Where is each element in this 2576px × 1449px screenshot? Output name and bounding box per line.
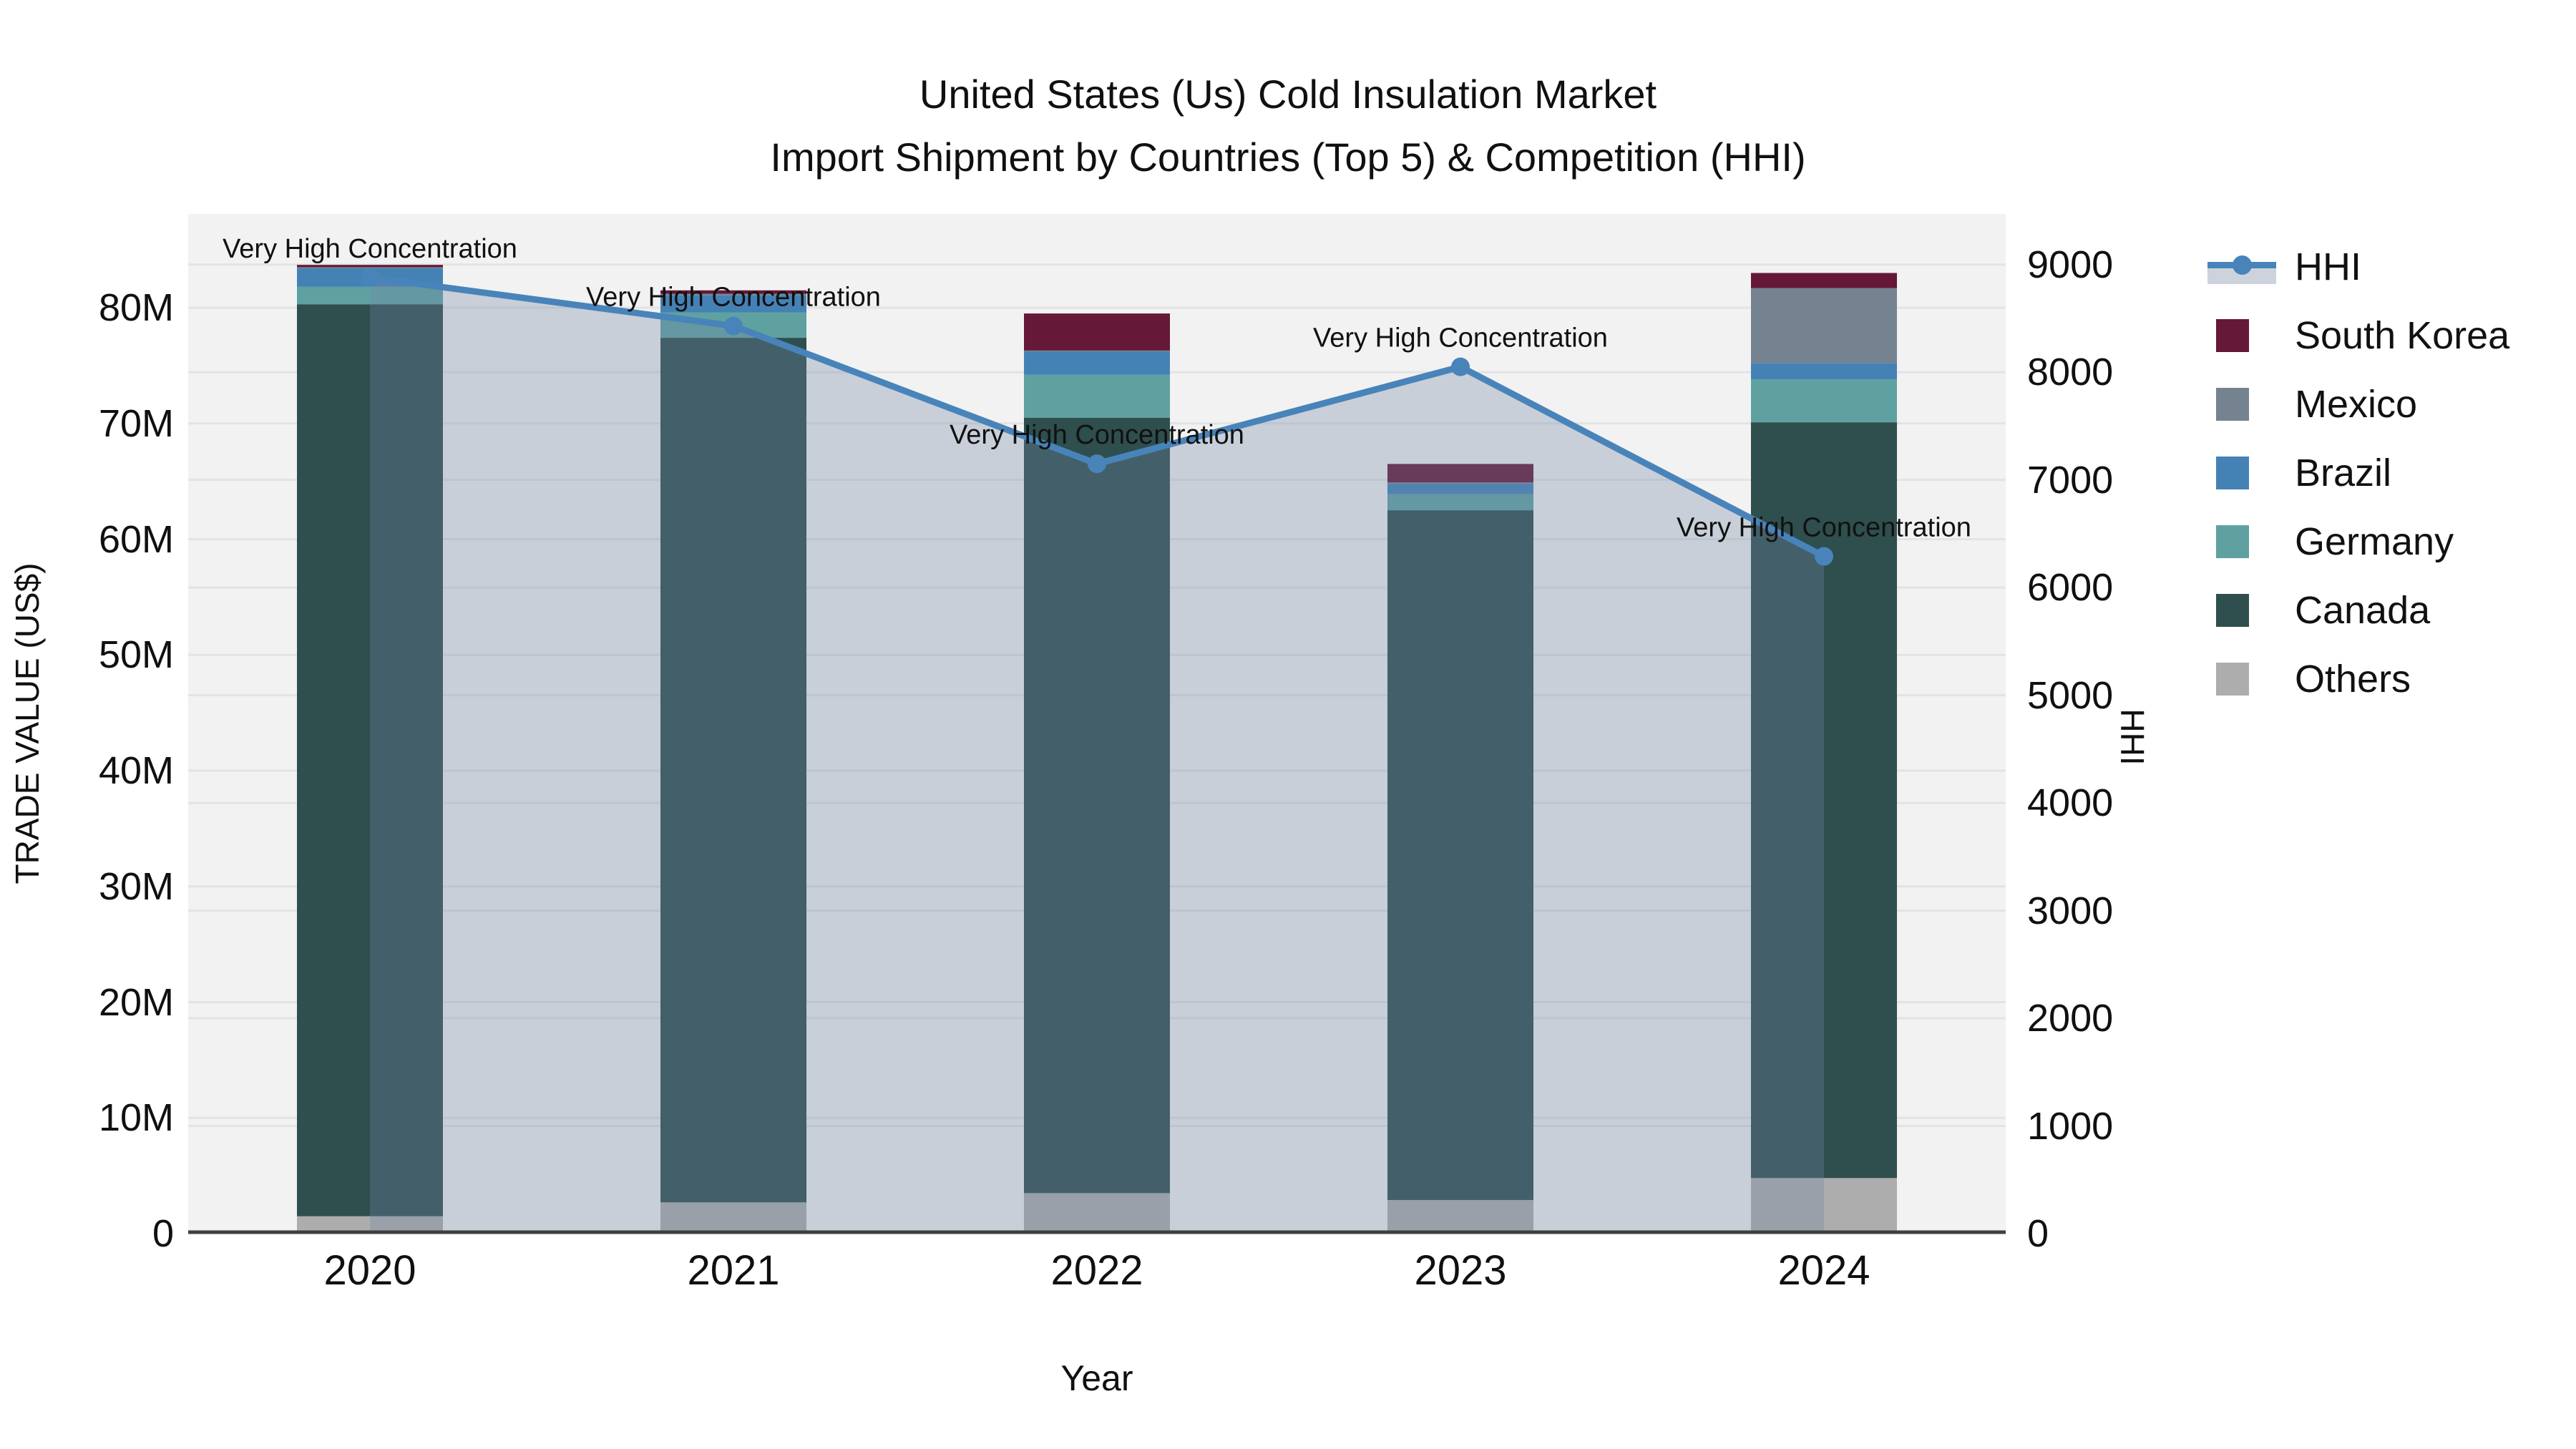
bar-segment-mexico-2024 bbox=[1751, 288, 1897, 364]
x-tick-2021: 2021 bbox=[687, 1247, 780, 1294]
y-left-tick-70M: 70M bbox=[98, 401, 174, 445]
x-tick-2024: 2024 bbox=[1777, 1247, 1870, 1294]
y-left-tick-40M: 40M bbox=[98, 749, 174, 792]
bar-segment-canada-2021 bbox=[660, 338, 806, 1203]
legend-swatch-icon bbox=[2207, 439, 2276, 507]
legend-swatch-icon bbox=[2207, 576, 2276, 645]
x-tick-2022: 2022 bbox=[1050, 1247, 1143, 1294]
legend-item-others[interactable]: Others bbox=[2207, 645, 2509, 713]
y-axis-title-right: HHI bbox=[2114, 708, 2151, 766]
bar-segment-others-2024 bbox=[1751, 1178, 1897, 1234]
legend: HHI South Korea Mexico Brazil Germany Canada O… bbox=[2207, 233, 2509, 713]
y-left-tick-80M: 80M bbox=[98, 286, 174, 330]
legend-swatch-icon bbox=[2207, 507, 2276, 576]
bar-segment-germany-2024 bbox=[1751, 379, 1897, 423]
bar-segment-germany-2023 bbox=[1387, 494, 1533, 511]
chart-title-line1: United States (Us) Cold Insulation Marke… bbox=[919, 72, 1657, 117]
hhi-marker-2024 bbox=[1815, 547, 1833, 566]
bar-segment-south-korea-2020 bbox=[297, 265, 443, 268]
bar-segment-south-korea-2024 bbox=[1751, 273, 1897, 288]
plot-canvas: Very High Concentration Very High Concent… bbox=[188, 234, 2006, 1234]
legend-label: Canada bbox=[2295, 589, 2431, 632]
y-left-tick-30M: 30M bbox=[98, 864, 174, 908]
bar-segment-canada-2022 bbox=[1024, 417, 1170, 1194]
y-right-tick-0: 0 bbox=[2027, 1212, 2049, 1255]
y-left-tick-60M: 60M bbox=[98, 517, 174, 561]
plot-area: Very High Concentration Very High Concent… bbox=[188, 214, 2006, 1234]
bar-segment-brazil-2023 bbox=[1387, 483, 1533, 494]
bar-segment-brazil-2022 bbox=[1024, 351, 1170, 375]
legend-item-germany[interactable]: Germany bbox=[2207, 507, 2509, 576]
y-right-tick-5000: 5000 bbox=[2027, 673, 2114, 717]
bar-segment-south-korea-2021 bbox=[660, 290, 806, 294]
bar-segment-brazil-2021 bbox=[660, 295, 806, 313]
legend-swatch-icon bbox=[2207, 301, 2276, 370]
chart-title: United States (Us) Cold Insulation Marke… bbox=[0, 63, 2576, 189]
y-right-tick-7000: 7000 bbox=[2027, 458, 2114, 502]
bar-segment-others-2022 bbox=[1024, 1193, 1170, 1234]
annotation-2020: Very High Concentration bbox=[223, 234, 517, 264]
bar-segment-others-2023 bbox=[1387, 1200, 1533, 1234]
bar-segment-mexico-2022 bbox=[1024, 350, 1170, 352]
bar-segment-canada-2020 bbox=[297, 304, 443, 1216]
bar-segment-brazil-2024 bbox=[1751, 363, 1897, 380]
legend-label: HHI bbox=[2295, 245, 2361, 288]
hhi-dot-swatch bbox=[2233, 255, 2252, 275]
y-right-tick-2000: 2000 bbox=[2027, 997, 2114, 1040]
chart-title-line2: Import Shipment by Countries (Top 5) & C… bbox=[770, 135, 1806, 180]
legend-swatch-icon bbox=[2207, 370, 2276, 439]
bar-segment-germany-2022 bbox=[1024, 374, 1170, 418]
bar-segment-mexico-2021 bbox=[660, 293, 806, 296]
legend-label: Mexico bbox=[2295, 383, 2418, 426]
x-axis-title: Year bbox=[1060, 1358, 1133, 1398]
hhi-marker-2023 bbox=[1451, 357, 1470, 376]
color-swatch bbox=[2216, 594, 2249, 627]
legend-label: Others bbox=[2295, 658, 2411, 701]
annotation-2022: Very High Concentration bbox=[950, 420, 1244, 450]
bar-segment-mexico-2023 bbox=[1387, 482, 1533, 484]
y-left-tick-20M: 20M bbox=[98, 980, 174, 1024]
bar-segment-germany-2020 bbox=[297, 286, 443, 305]
y-right-tick-1000: 1000 bbox=[2027, 1104, 2114, 1148]
color-swatch bbox=[2216, 388, 2249, 421]
color-swatch bbox=[2216, 457, 2249, 489]
bar-segment-canada-2023 bbox=[1387, 510, 1533, 1201]
bar-segment-south-korea-2022 bbox=[1024, 313, 1170, 351]
bar-segment-south-korea-2023 bbox=[1387, 464, 1533, 483]
x-tick-2020: 2020 bbox=[323, 1247, 416, 1294]
legend-item-brazil[interactable]: Brazil bbox=[2207, 439, 2509, 507]
bar-segment-mexico-2020 bbox=[297, 267, 443, 269]
hhi-marker-2021 bbox=[724, 316, 743, 336]
legend-item-canada[interactable]: Canada bbox=[2207, 576, 2509, 645]
hhi-line-swatch-icon bbox=[2207, 233, 2276, 301]
y-right-tick-9000: 9000 bbox=[2027, 243, 2114, 286]
annotation-2023: Very High Concentration bbox=[1313, 323, 1608, 353]
color-swatch bbox=[2216, 319, 2249, 352]
legend-swatch-icon bbox=[2207, 645, 2276, 713]
hhi-area-fill bbox=[370, 277, 1824, 1234]
y-right-tick-8000: 8000 bbox=[2027, 351, 2114, 394]
y-right-tick-6000: 6000 bbox=[2027, 566, 2114, 610]
color-swatch bbox=[2216, 663, 2249, 696]
legend-item-hhi[interactable]: HHI bbox=[2207, 233, 2509, 301]
y-right-tick-4000: 4000 bbox=[2027, 781, 2114, 825]
color-swatch bbox=[2216, 525, 2249, 558]
legend-item-mexico[interactable]: Mexico bbox=[2207, 370, 2509, 439]
bar-segment-others-2021 bbox=[660, 1202, 806, 1234]
x-tick-2023: 2023 bbox=[1414, 1247, 1507, 1294]
legend-label: South Korea bbox=[2295, 314, 2510, 357]
y-left-tick-50M: 50M bbox=[98, 633, 174, 677]
legend-label: Germany bbox=[2295, 520, 2454, 563]
legend-item-south-korea[interactable]: South Korea bbox=[2207, 301, 2509, 370]
annotation-2024: Very High Concentration bbox=[1677, 513, 1971, 543]
y-right-tick-3000: 3000 bbox=[2027, 889, 2114, 932]
annotation-2021: Very High Concentration bbox=[586, 282, 881, 312]
y-left-tick-10M: 10M bbox=[98, 1096, 174, 1140]
y-left-tick-0: 0 bbox=[152, 1212, 174, 1255]
hhi-marker-2020 bbox=[361, 268, 379, 287]
hhi-marker-2022 bbox=[1088, 454, 1106, 474]
legend-label: Brazil bbox=[2295, 452, 2392, 494]
